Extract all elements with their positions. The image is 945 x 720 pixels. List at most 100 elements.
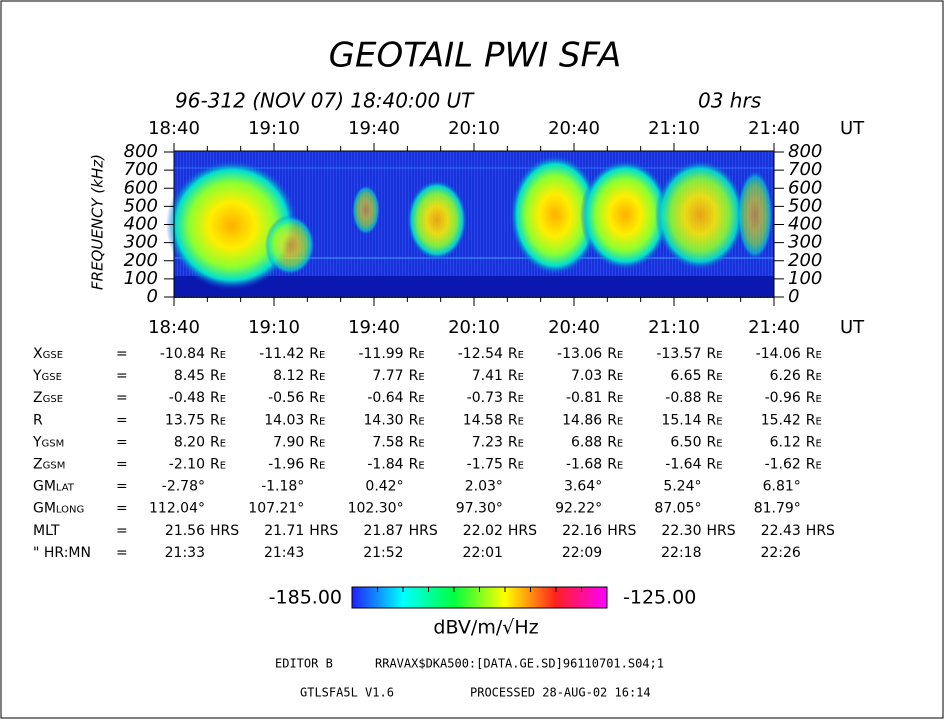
- y-tick-label: 100: [124, 268, 158, 289]
- cell-unit: Re: [508, 390, 524, 406]
- file: RRAVAX$DKA500:[DATA.GE.SD]96110701.S04;1: [375, 657, 664, 671]
- equals: =: [116, 390, 128, 406]
- equals: =: [116, 479, 128, 495]
- cell-value: -1.75: [467, 457, 503, 473]
- cell-unit: Re: [806, 368, 822, 384]
- row-label: " HR:MN: [33, 545, 91, 561]
- equals: =: [116, 457, 128, 473]
- cell-value: -14.06: [756, 346, 801, 362]
- cell-unit: Re: [806, 457, 822, 473]
- cell-value: 102.30°: [348, 501, 404, 517]
- y-tick-label: 0: [147, 286, 158, 307]
- cell-value: -1.68: [566, 457, 602, 473]
- cell-value: 14.30: [364, 412, 404, 428]
- cell-value: -1.62: [765, 457, 801, 473]
- cell-unit: HRS: [707, 523, 736, 539]
- row-label: R: [33, 412, 43, 428]
- cell-value: 7.90: [273, 434, 304, 450]
- cell-value: 21:43: [264, 545, 304, 561]
- cell-value: 107.21°: [248, 501, 304, 517]
- cell-value: -10.84: [160, 346, 205, 362]
- duration: 03 hrs: [698, 89, 761, 113]
- cell-value: 2.03°: [465, 479, 503, 495]
- cell-value: 22:09: [562, 545, 602, 561]
- cell-value: -0.81: [566, 390, 602, 406]
- x-tick-label: 21:40: [748, 118, 800, 139]
- x-tick-label: 19:10: [248, 118, 300, 139]
- row-label: Ygse: [32, 368, 62, 384]
- cell-value: 6.50: [670, 434, 701, 450]
- y-tick-label: 700: [124, 159, 158, 180]
- spectrogram-image: [166, 150, 775, 298]
- cell-value: 7.23: [472, 434, 503, 450]
- cell-value: 7.03: [571, 368, 602, 384]
- cell-value: -11.99: [358, 346, 403, 362]
- cell-unit: Re: [707, 368, 723, 384]
- row-label: GMlat: [33, 479, 75, 495]
- cell-unit: Re: [806, 390, 822, 406]
- editor: EDITOR B: [275, 657, 333, 671]
- row-label: Ygsm: [32, 434, 64, 450]
- cell-unit: Re: [210, 346, 226, 362]
- cell-value: 21:52: [363, 545, 403, 561]
- cell-unit: Re: [607, 390, 623, 406]
- colorbar-min: -185.00: [269, 587, 342, 609]
- cell-unit: HRS: [508, 523, 537, 539]
- cell-unit: Re: [210, 390, 226, 406]
- cell-unit: Re: [806, 346, 822, 362]
- subtitle: 96-312 (NOV 07) 18:40:00 UT: [175, 89, 475, 113]
- cell-unit: Re: [806, 412, 822, 428]
- cell-value: 7.58: [372, 434, 403, 450]
- cell-unit: Re: [210, 368, 226, 384]
- equals: =: [116, 545, 128, 561]
- cell-unit: HRS: [607, 523, 636, 539]
- cell-value: 22.02: [463, 523, 503, 539]
- cell-value: 6.26: [770, 368, 801, 384]
- version: GTLSFA5L V1.6: [300, 686, 394, 700]
- cell-value: -11.42: [259, 346, 304, 362]
- y-tick-label: 200: [124, 250, 158, 271]
- cell-value: 6.88: [571, 434, 602, 450]
- y-tick-label: 200: [788, 250, 822, 271]
- cell-value: 21.56: [165, 523, 205, 539]
- x-tick-label: 21:10: [648, 317, 700, 338]
- cell-unit: Re: [607, 368, 623, 384]
- cell-unit: Re: [210, 412, 226, 428]
- cell-unit: Re: [707, 412, 723, 428]
- cell-value: 14.03: [264, 412, 304, 428]
- cell-value: 92.22°: [555, 501, 602, 517]
- cell-value: 22.16: [562, 523, 602, 539]
- cell-value: 15.14: [661, 412, 701, 428]
- cell-unit: Re: [409, 457, 425, 473]
- cell-value: 13.75: [165, 412, 205, 428]
- cell-value: -1.96: [268, 457, 304, 473]
- x-tick-label: 19:40: [348, 317, 400, 338]
- cell-value: 22:01: [463, 545, 503, 561]
- x-tick-label: 20:40: [548, 317, 600, 338]
- equals: =: [116, 434, 128, 450]
- row-label: Zgse: [33, 390, 63, 406]
- cell-unit: Re: [409, 412, 425, 428]
- cell-unit: Re: [607, 457, 623, 473]
- cell-unit: Re: [508, 412, 524, 428]
- x-tick-label: 20:10: [448, 317, 500, 338]
- cell-value: -2.10: [169, 457, 205, 473]
- y-tick-label: 400: [124, 214, 158, 235]
- cell-value: 22:26: [760, 545, 800, 561]
- cell-unit: Re: [508, 434, 524, 450]
- equals: =: [116, 501, 128, 517]
- cell-value: 112.04°: [149, 501, 205, 517]
- y-tick-label: 600: [124, 177, 158, 198]
- cell-value: 8.12: [273, 368, 304, 384]
- row-label: GMlong: [33, 501, 84, 517]
- x-tick-label: 20:40: [548, 118, 600, 139]
- cell-unit: HRS: [806, 523, 835, 539]
- cell-value: 3.64°: [564, 479, 602, 495]
- cell-unit: HRS: [309, 523, 338, 539]
- cell-value: -13.57: [656, 346, 701, 362]
- cell-unit: Re: [309, 346, 325, 362]
- y-tick-label: 500: [788, 195, 822, 216]
- cell-value: 21.87: [364, 523, 404, 539]
- y-tick-label: 100: [788, 268, 822, 289]
